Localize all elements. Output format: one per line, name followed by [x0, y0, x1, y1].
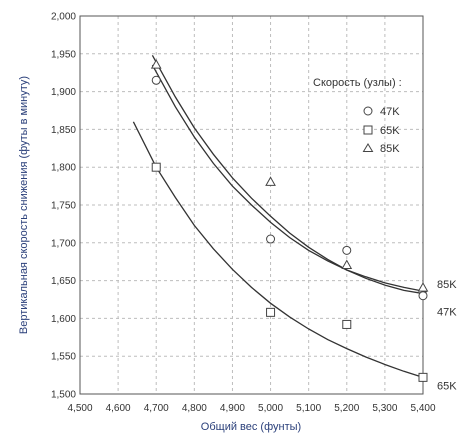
legend-title: Скорость (узлы) : [313, 77, 402, 89]
point-65k [151, 162, 161, 172]
y-axis-title: Вертикальная скорость снижения (футы в м… [18, 76, 30, 334]
end-label-65k: 65K [437, 380, 457, 392]
x-tick-label: 4,900 [220, 403, 245, 414]
curve-85k [151, 54, 427, 295]
x-tick-label: 4,800 [182, 403, 207, 414]
x-tick-labels: 4,500 4,600 4,700 4,800 4,900 5,000 5,100 5,200… [67, 403, 435, 414]
data-points [150, 59, 429, 382]
trend-curves [132, 54, 427, 379]
legend-entry-85k: 85K [362, 143, 400, 155]
point-85k [341, 259, 353, 269]
point-47k [418, 291, 428, 301]
x-tick-label: 5,300 [372, 403, 397, 414]
x-tick-label: 5,200 [334, 403, 359, 414]
point-85k [417, 282, 429, 292]
end-label-85k: 85K [437, 279, 457, 291]
y-tick-label: 1,500 [51, 390, 76, 401]
point-47k [151, 75, 161, 85]
y-tick-label: 1,700 [51, 238, 76, 249]
y-tick-label: 1,750 [51, 201, 76, 212]
curve-65k [132, 121, 424, 379]
point-65k [342, 319, 352, 329]
point-65k [266, 307, 276, 317]
point-47k [266, 234, 276, 244]
legend-square-marker [363, 125, 373, 135]
curve-end-labels: 47K 65K 85K [437, 279, 457, 392]
x-tick-label: 4,500 [67, 403, 92, 414]
legend-label-65k: 65K [380, 125, 400, 137]
point-85k [150, 59, 162, 69]
y-tick-labels: 1,500 1,550 1,600 1,650 1,700 1,750 1,800 1,850… [51, 12, 76, 401]
y-tick-label: 1,650 [51, 276, 76, 287]
y-tick-label: 2,000 [51, 12, 76, 23]
legend: Скорость (узлы) : 47K 65K 85K [313, 77, 402, 155]
point-65k [418, 372, 428, 382]
legend-triangle-marker [362, 143, 374, 152]
legend-entry-47k: 47K [363, 106, 400, 118]
point-47k [342, 245, 352, 255]
y-tick-label: 1,850 [51, 125, 76, 136]
plot-frame [79, 15, 424, 395]
legend-label-85k: 85K [380, 143, 400, 155]
x-tick-label: 5,000 [258, 403, 283, 414]
y-tick-label: 1,900 [51, 87, 76, 98]
x-tick-label: 4,700 [144, 403, 169, 414]
x-tick-label: 5,400 [410, 403, 435, 414]
legend-label-47k: 47K [380, 106, 400, 118]
curve-47k [151, 64, 427, 293]
y-tick-label: 1,800 [51, 163, 76, 174]
legend-circle-marker [363, 106, 373, 116]
x-axis-title: Общий вес (фунты) [201, 421, 301, 433]
y-tick-label: 1,950 [51, 49, 76, 60]
end-label-47k: 47K [437, 307, 457, 319]
point-85k [265, 176, 276, 186]
x-tick-label: 5,100 [296, 403, 321, 414]
legend-entry-65k: 65K [363, 125, 400, 137]
y-tick-label: 1,550 [51, 352, 76, 363]
x-tick-label: 4,600 [106, 403, 131, 414]
y-tick-label: 1,600 [51, 314, 76, 325]
